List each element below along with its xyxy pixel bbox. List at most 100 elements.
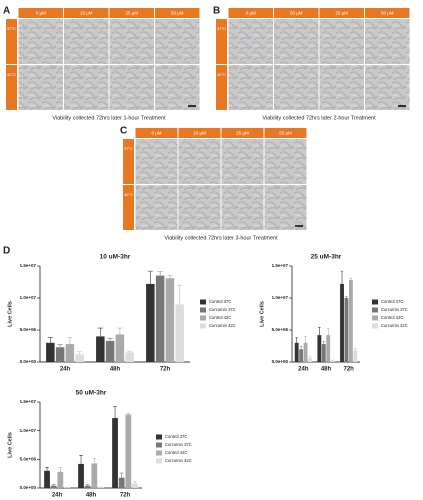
bar	[155, 275, 165, 362]
column-header: 50 µM	[381, 11, 394, 16]
error-bar	[107, 338, 113, 341]
bar	[84, 485, 91, 488]
error-bar	[57, 344, 63, 348]
error-bar	[97, 327, 103, 337]
error-bar	[58, 467, 63, 472]
legend-swatch	[200, 315, 206, 321]
bar	[132, 483, 138, 488]
x-tick-label: 72h	[343, 367, 354, 373]
micrograph	[64, 65, 109, 110]
micrograph	[135, 185, 178, 230]
column-header-bg	[319, 8, 364, 18]
error-bar	[327, 328, 330, 336]
row-header-bg	[123, 139, 134, 184]
error-bar	[133, 481, 137, 484]
error-bar	[308, 355, 312, 359]
error-bar	[45, 467, 49, 471]
chart-title: 50 uM-3hr	[76, 390, 107, 397]
legend-swatch	[372, 299, 378, 305]
column-header-bg	[365, 8, 410, 18]
bar	[105, 340, 115, 362]
micrograph	[365, 19, 410, 64]
column-header-bg	[64, 8, 109, 18]
bar	[294, 342, 299, 362]
bar	[321, 344, 326, 362]
column-header-bg	[228, 8, 273, 18]
row-header: 37°C	[7, 26, 16, 31]
x-tick-label: 48h	[110, 367, 121, 373]
y-tick-label: 1.5e+07	[272, 263, 289, 268]
bar	[348, 280, 353, 362]
column-header-bg	[264, 128, 307, 138]
bar	[44, 470, 50, 488]
column-header-bg	[178, 128, 221, 138]
y-axis-label: Live Cells	[259, 301, 265, 327]
bar	[55, 347, 65, 362]
micrograph	[18, 65, 63, 110]
bar	[299, 349, 304, 362]
micrograph	[264, 139, 307, 184]
micrograph	[178, 185, 221, 230]
error-bar	[147, 270, 153, 284]
legend-label: Control 37C	[165, 434, 187, 439]
x-tick-label: 48h	[86, 493, 97, 499]
legend-label: Control 37C	[381, 299, 403, 304]
y-tick-label: 1.5e+07	[20, 399, 37, 404]
row-header-bg	[6, 65, 17, 110]
bar	[96, 336, 105, 362]
y-axis-label: Live Cells	[7, 301, 13, 327]
bar	[175, 304, 184, 362]
error-bar	[299, 346, 303, 350]
error-bar	[113, 406, 117, 419]
bar	[353, 350, 358, 362]
column-header-bg	[155, 8, 200, 18]
micrograph	[221, 139, 264, 184]
bar	[146, 283, 155, 362]
error-bar	[79, 455, 83, 464]
y-tick-label: 0.0e+00	[20, 485, 37, 490]
legend-swatch	[372, 315, 378, 321]
error-bar	[322, 341, 325, 345]
legend-label: Control 42C	[209, 315, 231, 320]
column-header: 10 µM	[193, 131, 206, 136]
error-bar	[119, 472, 124, 478]
x-tick-label: 48h	[321, 367, 332, 373]
panel-label: A	[3, 6, 10, 17]
legend-swatch	[200, 307, 206, 313]
legend-swatch	[200, 323, 206, 329]
row-header-bg	[216, 65, 227, 110]
y-tick-label: 1.0e+07	[20, 428, 37, 433]
legend-label: Control 42C	[165, 450, 187, 455]
column-header: 0 µM	[151, 131, 161, 136]
micrograph	[155, 65, 200, 110]
panel-label: C	[120, 126, 127, 137]
column-header: 0 µM	[36, 11, 46, 16]
legend-label: Curcumin 42C	[209, 323, 236, 328]
bar	[50, 485, 57, 488]
legend-swatch	[156, 442, 162, 448]
column-header: 25 µM	[125, 11, 138, 16]
column-header: 25 µM	[236, 131, 249, 136]
column-header: 50 µM	[171, 11, 184, 16]
panel-label: B	[213, 6, 220, 17]
error-bar	[167, 275, 173, 279]
panel-label: D	[3, 246, 10, 257]
legend-label: Control 42C	[381, 315, 403, 320]
error-bar	[47, 337, 53, 343]
y-tick-label: 5.0e+06	[20, 457, 37, 462]
x-tick-label: 72h	[120, 493, 131, 499]
row-header: 42°C	[124, 192, 133, 197]
legend-swatch	[156, 434, 162, 440]
chart-title: 10 uM-3hr	[100, 254, 131, 261]
error-bar	[127, 350, 133, 353]
column-header: 10 µM	[80, 11, 93, 16]
row-header: 42°C	[7, 72, 16, 77]
panel-caption: Viability collected 72hrs later 2-hour T…	[262, 115, 376, 121]
error-bar	[77, 351, 83, 355]
bar	[326, 335, 331, 362]
bar	[308, 358, 312, 362]
legend-swatch	[372, 307, 378, 313]
error-bar	[354, 348, 357, 351]
column-header: 0 µM	[246, 11, 256, 16]
